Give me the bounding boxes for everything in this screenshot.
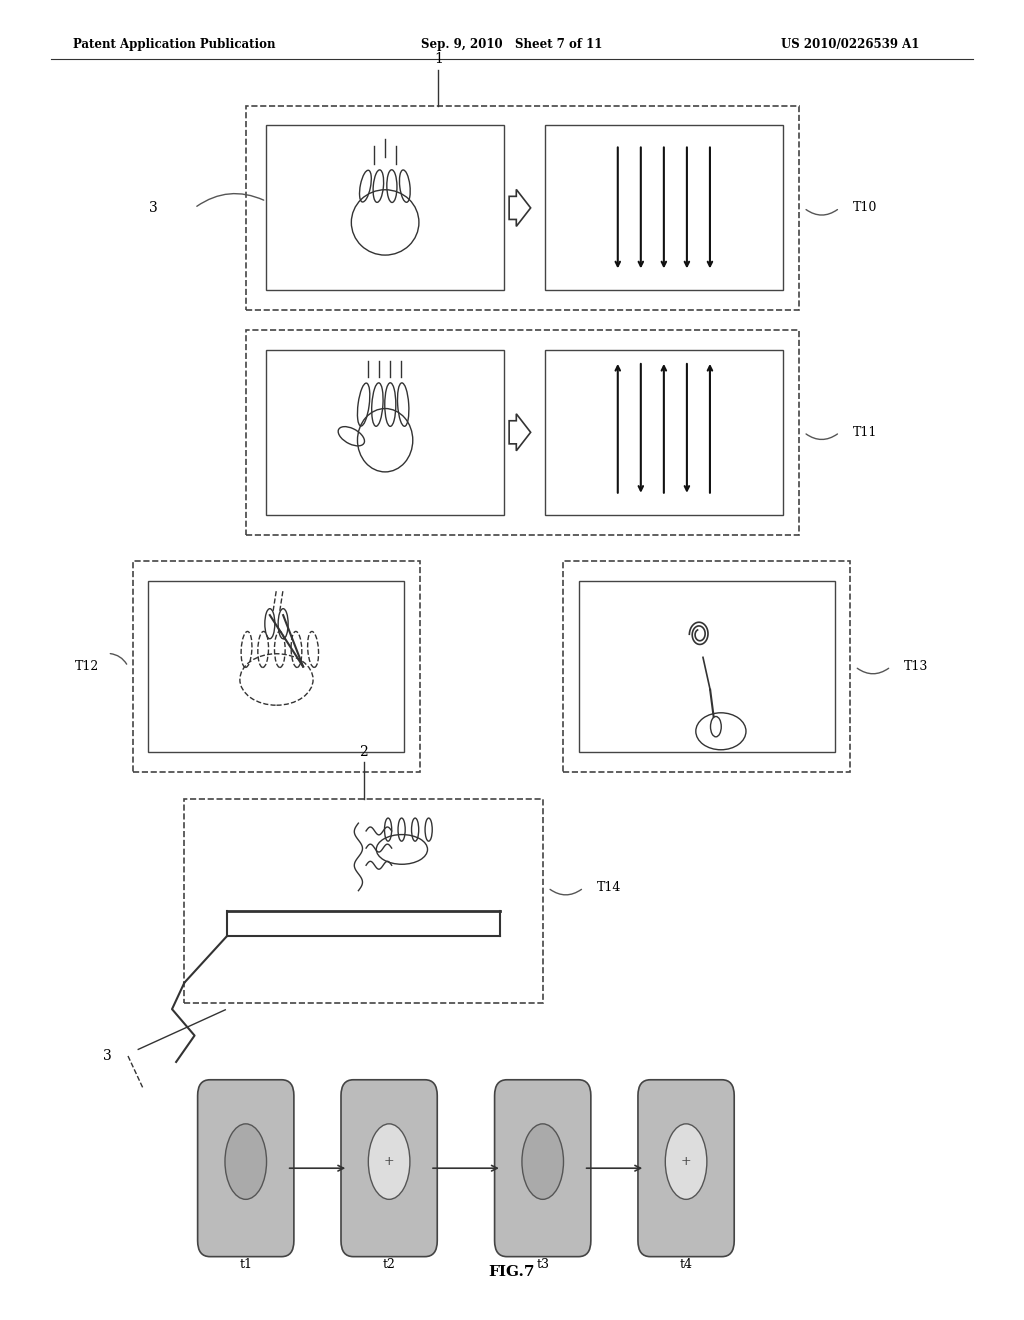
Text: +: +	[681, 1155, 691, 1168]
Text: +: +	[384, 1155, 394, 1168]
Bar	[246, 106, 799, 310]
Text: 2: 2	[359, 746, 368, 759]
Ellipse shape	[369, 1123, 410, 1200]
Ellipse shape	[225, 1123, 266, 1200]
FancyBboxPatch shape	[341, 1080, 437, 1257]
Text: FIG.7: FIG.7	[488, 1266, 536, 1279]
Text: t3: t3	[537, 1258, 549, 1271]
Text: Patent Application Publication: Patent Application Publication	[73, 38, 275, 51]
Text: t1: t1	[240, 1258, 252, 1271]
FancyBboxPatch shape	[198, 1080, 294, 1257]
Bar	[266, 350, 504, 515]
Bar	[266, 125, 504, 290]
Text: t2: t2	[383, 1258, 395, 1271]
Text: 1: 1	[434, 53, 442, 66]
Text: T13: T13	[904, 660, 929, 673]
Bar	[545, 125, 782, 290]
Text: T10: T10	[853, 202, 878, 214]
Text: 3: 3	[103, 1049, 112, 1063]
Bar	[246, 330, 799, 535]
Ellipse shape	[711, 717, 721, 737]
Text: t4: t4	[680, 1258, 692, 1271]
Bar	[579, 581, 835, 752]
Bar	[133, 561, 420, 772]
FancyArrow shape	[509, 189, 530, 226]
Bar	[545, 350, 782, 515]
Text: T12: T12	[75, 660, 99, 673]
Text: Sep. 9, 2010   Sheet 7 of 11: Sep. 9, 2010 Sheet 7 of 11	[421, 38, 603, 51]
Text: US 2010/0226539 A1: US 2010/0226539 A1	[780, 38, 920, 51]
Ellipse shape	[666, 1123, 707, 1200]
Bar	[148, 581, 404, 752]
Text: T11: T11	[853, 426, 878, 438]
Ellipse shape	[522, 1123, 563, 1200]
Bar	[563, 561, 850, 772]
Text: T14: T14	[597, 882, 622, 894]
Bar	[184, 799, 543, 1003]
FancyArrow shape	[509, 414, 530, 451]
FancyBboxPatch shape	[495, 1080, 591, 1257]
Text: 3: 3	[150, 201, 158, 215]
FancyBboxPatch shape	[638, 1080, 734, 1257]
